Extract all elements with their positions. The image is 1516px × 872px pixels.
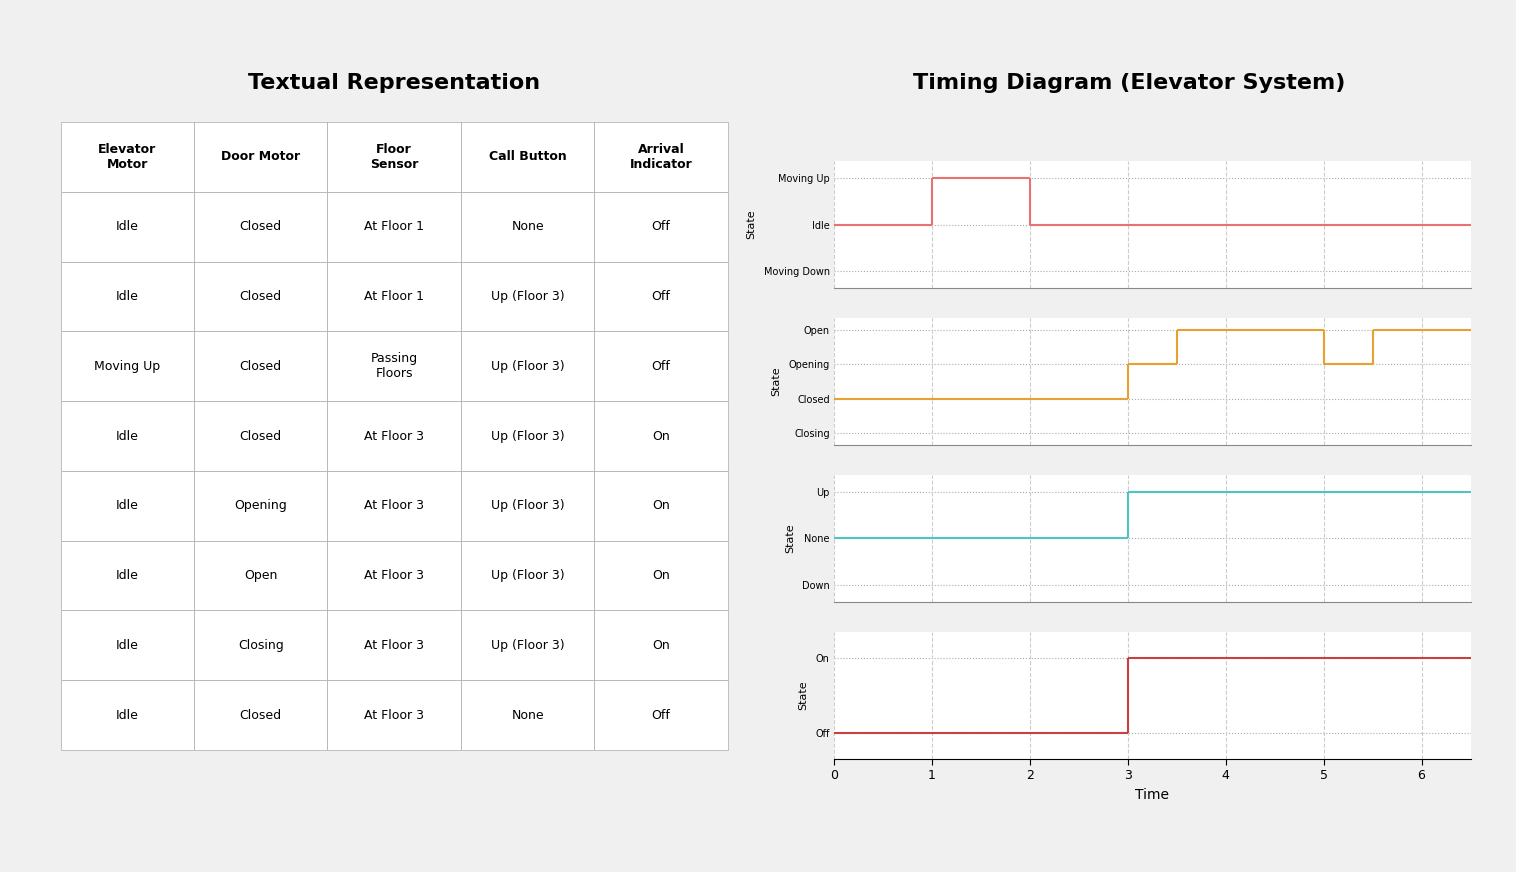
Y-axis label: State: State [799,681,808,710]
Y-axis label: State: State [785,524,794,553]
Text: Timing Diagram (Elevator System): Timing Diagram (Elevator System) [913,73,1346,92]
Y-axis label: State: State [772,367,781,396]
Text: Textual Representation: Textual Representation [249,73,540,92]
Y-axis label: State: State [746,210,756,239]
X-axis label: Time: Time [1135,787,1169,801]
